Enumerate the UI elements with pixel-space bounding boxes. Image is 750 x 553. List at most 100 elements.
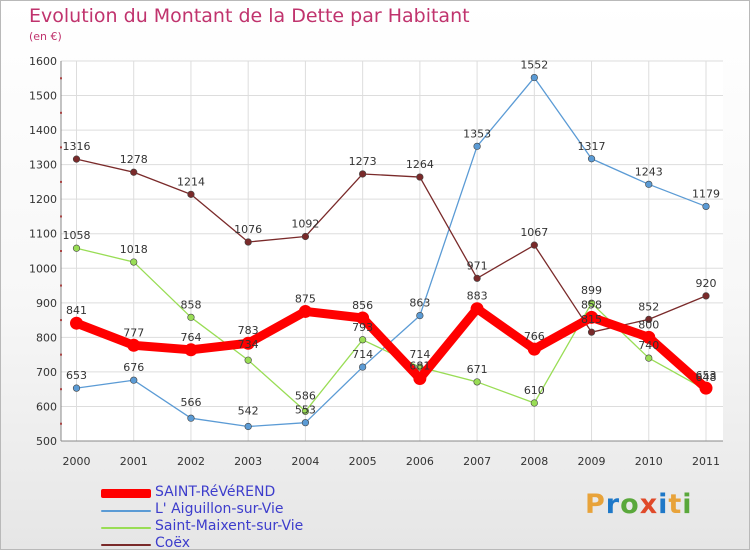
proxiti-logo: Proxiti (585, 489, 693, 520)
y-tick-label: 1200 (29, 193, 57, 206)
data-label: 671 (467, 363, 488, 376)
data-label: 863 (409, 297, 430, 310)
data-label: 653 (696, 369, 717, 382)
data-label: 653 (66, 369, 87, 382)
data-label: 740 (638, 339, 659, 352)
data-label: 858 (180, 298, 201, 311)
data-point (587, 328, 596, 336)
data-point (301, 407, 310, 415)
chart-title: Evolution du Montant de la Dette par Hab… (29, 5, 470, 27)
x-tick-label: 2001 (120, 455, 148, 468)
data-label: 793 (352, 321, 373, 334)
data-point (244, 422, 252, 431)
data-label: 899 (581, 284, 602, 297)
data-label: 586 (295, 389, 316, 402)
logo-letter: o (620, 489, 640, 520)
series-line (75, 158, 707, 333)
legend-label: Coëx (155, 535, 190, 551)
data-label: 971 (467, 259, 488, 272)
data-label: 800 (638, 318, 659, 331)
data-point (645, 315, 653, 324)
data-point (527, 342, 541, 356)
x-tick-label: 2004 (291, 455, 319, 468)
data-point (359, 336, 367, 344)
data-point (585, 310, 599, 324)
data-point (130, 258, 138, 266)
data-label: 852 (638, 300, 659, 313)
x-tick-label: 2011 (692, 455, 720, 468)
legend-label: L' Aiguillon-sur-Vie (155, 501, 284, 517)
legend-swatch (101, 544, 151, 546)
x-tick-label: 2008 (520, 455, 548, 468)
data-label: 1264 (406, 158, 434, 171)
data-point (473, 274, 481, 282)
data-point (702, 292, 710, 300)
data-label: 875 (295, 292, 316, 305)
logo-letter: t (668, 489, 683, 520)
data-label: 1092 (291, 217, 319, 230)
data-point (70, 316, 83, 330)
logo-letter: i (682, 489, 693, 520)
y-tick-label: 1100 (29, 228, 57, 241)
x-tick-label: 2000 (63, 455, 91, 468)
data-label: 676 (123, 361, 144, 374)
data-label: 1317 (578, 140, 606, 153)
data-point (298, 304, 312, 318)
data-label: 681 (409, 359, 430, 372)
data-label: 1214 (177, 175, 205, 188)
x-tick-label: 2007 (463, 455, 491, 468)
data-point (244, 238, 252, 246)
data-label: 734 (238, 338, 259, 351)
data-label: 648 (696, 371, 717, 384)
legend-label: SAINT-RéVéREND (155, 484, 276, 500)
data-label: 1058 (63, 229, 91, 242)
logo-letter: x (639, 489, 659, 520)
y-tick-label: 1400 (29, 124, 57, 137)
y-tick-label: 1600 (29, 55, 57, 68)
data-label: 858 (581, 298, 602, 311)
data-point (530, 241, 538, 249)
data-label: 841 (66, 304, 87, 317)
data-label: 566 (180, 396, 201, 409)
data-point (72, 244, 81, 252)
data-label: 920 (696, 277, 717, 290)
data-point (702, 202, 710, 211)
y-tick-label: 1300 (29, 159, 57, 172)
data-point (587, 155, 596, 163)
data-label: 1278 (120, 153, 148, 166)
x-tick-label: 2005 (349, 455, 377, 468)
data-point (645, 180, 653, 188)
data-label: 1552 (520, 59, 548, 72)
legend-swatch (101, 510, 151, 512)
data-label: 1067 (520, 226, 548, 239)
data-point (72, 155, 81, 163)
x-tick-label: 2002 (177, 455, 205, 468)
data-label: 764 (180, 331, 201, 344)
y-tick-label: 600 (36, 400, 57, 413)
data-point (187, 313, 195, 321)
data-point (530, 399, 538, 407)
data-point (244, 356, 252, 364)
data-point (699, 381, 713, 395)
data-point (359, 170, 367, 178)
data-label: 1243 (635, 165, 663, 178)
chart-subtitle: (en €) (29, 30, 62, 43)
data-point (72, 384, 81, 392)
data-label: 1018 (120, 243, 148, 256)
data-point (127, 338, 141, 352)
data-point (241, 336, 255, 350)
data-point (301, 232, 310, 241)
logo-letter: P (585, 489, 606, 520)
series-line (75, 76, 707, 428)
plot-area (61, 61, 723, 441)
data-label: 714 (409, 348, 430, 361)
data-label: 1273 (349, 155, 377, 168)
data-label: 542 (238, 404, 259, 417)
data-point (359, 363, 367, 371)
data-label: 553 (295, 404, 316, 417)
legend-label: Saint-Maixent-sur-Vie (155, 518, 304, 534)
y-tick-label: 1500 (29, 90, 57, 103)
x-tick-label: 2003 (234, 455, 262, 468)
